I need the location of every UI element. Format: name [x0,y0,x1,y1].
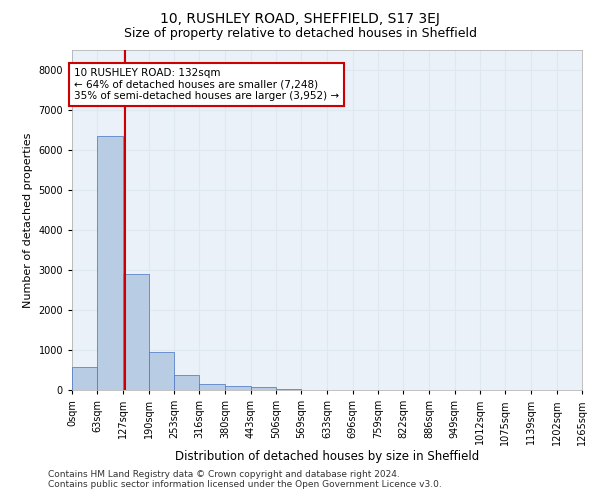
Bar [123,274,149,390]
Bar [149,352,174,390]
Bar [97,136,123,390]
Bar [199,384,225,390]
Y-axis label: Number of detached properties: Number of detached properties [23,132,33,308]
Text: 10, RUSHLEY ROAD, SHEFFIELD, S17 3EJ: 10, RUSHLEY ROAD, SHEFFIELD, S17 3EJ [160,12,440,26]
X-axis label: Distribution of detached houses by size in Sheffield: Distribution of detached houses by size … [175,450,479,463]
Bar [225,386,251,390]
Text: Contains HM Land Registry data © Crown copyright and database right 2024.
Contai: Contains HM Land Registry data © Crown c… [48,470,442,489]
Text: 10 RUSHLEY ROAD: 132sqm
← 64% of detached houses are smaller (7,248)
35% of semi: 10 RUSHLEY ROAD: 132sqm ← 64% of detache… [74,68,339,101]
Bar [174,375,199,390]
Text: Size of property relative to detached houses in Sheffield: Size of property relative to detached ho… [124,28,476,40]
Bar [72,367,97,390]
Bar [251,388,276,390]
